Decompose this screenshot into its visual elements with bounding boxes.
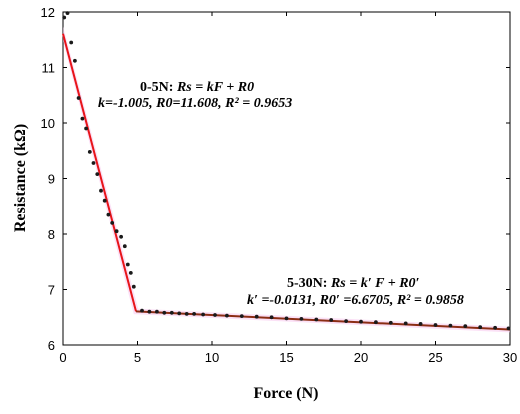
data-point xyxy=(140,308,144,313)
data-points xyxy=(62,11,511,331)
data-point xyxy=(433,323,438,327)
x-axis-title: Force (N) xyxy=(254,385,319,402)
data-point xyxy=(102,198,107,203)
x-axis-ticks: 0 5 10 15 20 25 30 xyxy=(59,12,517,365)
y-tick-label: 8 xyxy=(48,227,55,242)
fit1-equation: 0-5N: Rs = kF + R0 xyxy=(140,80,254,95)
y-tick-label: 12 xyxy=(41,5,55,20)
data-point xyxy=(87,150,92,154)
x-tick-label: 25 xyxy=(428,350,442,365)
fit1-range-label: 0-5N: xyxy=(140,80,177,95)
data-point xyxy=(225,313,229,318)
data-point xyxy=(329,318,334,322)
fit2-equation: 5-30N: Rs = k′ F + R0′ xyxy=(287,276,420,291)
data-point xyxy=(388,320,393,325)
data-point xyxy=(506,326,511,331)
fit-line-5-30n xyxy=(135,310,511,331)
fit2-params: k′ =-0.0131, R0′ =6.6705, R² = 0.9858 xyxy=(247,293,464,308)
data-point xyxy=(418,322,423,326)
x-tick-label: 5 xyxy=(134,350,141,365)
plot-area xyxy=(62,11,511,346)
data-point xyxy=(125,262,130,267)
fit-line-0-5n xyxy=(62,33,137,312)
data-point xyxy=(177,311,182,316)
data-point xyxy=(162,310,167,315)
data-point xyxy=(299,317,304,321)
data-point xyxy=(254,314,259,319)
data-point xyxy=(478,325,483,330)
data-point xyxy=(463,324,468,328)
fit2-range-label: 5-30N: xyxy=(287,276,331,291)
data-point xyxy=(62,15,67,20)
y-axis-title: Resistance (kΩ) xyxy=(12,124,29,232)
data-point xyxy=(403,321,408,326)
data-point xyxy=(99,188,103,193)
y-tick-label: 7 xyxy=(48,283,55,298)
data-point xyxy=(155,309,159,314)
data-point xyxy=(284,316,289,321)
data-point xyxy=(374,320,378,325)
fit-lines xyxy=(62,33,511,331)
y-tick-label: 9 xyxy=(48,172,55,187)
data-point xyxy=(106,212,111,217)
data-point xyxy=(69,40,74,45)
data-point xyxy=(192,312,197,316)
data-point xyxy=(201,312,206,317)
data-point xyxy=(119,234,123,239)
data-point xyxy=(169,310,174,315)
data-point xyxy=(239,314,244,318)
fit2-formula: Rs = k′ F + R0′ xyxy=(330,276,420,291)
data-point xyxy=(110,221,115,225)
x-tick-label: 30 xyxy=(503,350,517,365)
y-tick-label: 10 xyxy=(41,116,55,131)
fit1-formula: Rs = kF + R0 xyxy=(176,80,254,95)
data-point xyxy=(314,317,319,322)
y-axis-ticks: 6 7 8 9 10 11 12 xyxy=(41,5,510,353)
data-point xyxy=(114,229,119,234)
data-point xyxy=(128,271,133,275)
data-point xyxy=(269,315,274,320)
data-point xyxy=(91,161,96,165)
x-tick-label: 10 xyxy=(205,350,219,365)
data-point xyxy=(448,323,453,328)
data-point xyxy=(84,126,88,131)
y-tick-label: 11 xyxy=(42,61,56,76)
data-point xyxy=(80,116,85,121)
data-point xyxy=(344,319,348,323)
y-tick-label: 6 xyxy=(48,338,55,353)
x-tick-label: 20 xyxy=(354,350,368,365)
data-point xyxy=(359,319,363,324)
x-tick-label: 0 xyxy=(59,350,66,365)
data-point xyxy=(213,313,217,317)
x-tick-label: 15 xyxy=(279,350,293,365)
data-point xyxy=(131,284,136,289)
data-point xyxy=(73,58,77,63)
data-point xyxy=(95,172,100,177)
data-point xyxy=(147,309,152,314)
data-point xyxy=(493,325,497,330)
data-point xyxy=(76,96,81,100)
fit1-params: k=-1.005, R0=11.608, R² = 0.9653 xyxy=(98,96,292,111)
data-point xyxy=(184,312,189,316)
data-point xyxy=(122,244,127,249)
